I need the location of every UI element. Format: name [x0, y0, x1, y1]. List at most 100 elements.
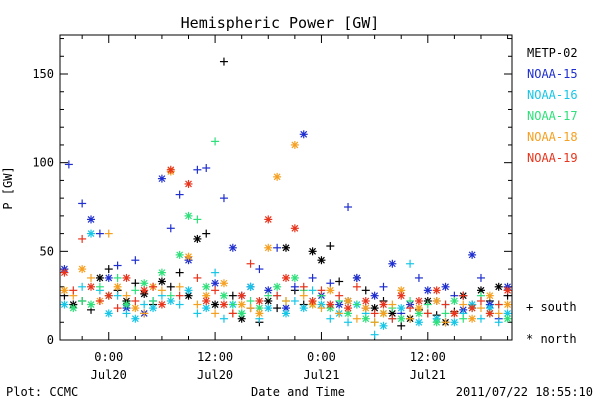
north-point-marker	[282, 304, 290, 313]
south-point-marker	[69, 286, 78, 295]
south-point-marker	[193, 273, 202, 282]
south-point-marker	[299, 291, 308, 300]
north-point-marker	[361, 314, 370, 323]
south-point-marker	[113, 291, 122, 300]
north-point-marker	[361, 304, 370, 313]
north-point-marker	[237, 291, 246, 300]
south-point-marker	[459, 314, 468, 323]
south-point-marker	[379, 282, 388, 291]
south-point-marker	[273, 291, 282, 300]
south-point-marker	[459, 291, 468, 300]
north-point-marker	[264, 243, 273, 252]
south-point-marker	[264, 291, 273, 300]
north-point-marker	[264, 215, 273, 224]
south-point-marker	[202, 163, 211, 172]
north-point-marker	[184, 286, 193, 295]
legend-entry: NOAA-16	[527, 88, 578, 102]
south-point-marker	[317, 286, 326, 295]
south-point-marker	[175, 268, 184, 277]
y-tick-label: 50	[40, 244, 54, 258]
data-points	[60, 57, 512, 339]
south-point-marker	[317, 304, 326, 313]
x-axis-label: Date and Time	[251, 385, 345, 399]
north-point-marker	[344, 304, 353, 313]
south-point-marker	[219, 57, 228, 66]
south-point-marker	[78, 199, 87, 208]
north-point-marker	[397, 314, 406, 323]
south-point-marker	[122, 291, 131, 300]
south-point-marker	[131, 286, 140, 295]
south-point-marker	[131, 296, 140, 305]
legend-entry: METP-02	[527, 46, 578, 60]
north-point-marker	[450, 296, 459, 305]
south-point-marker	[219, 194, 228, 203]
south-point-marker	[104, 265, 113, 274]
north-point-marker	[379, 309, 388, 318]
north-point-marker	[344, 296, 353, 305]
north-point-marker	[308, 296, 317, 305]
north-point-marker	[397, 291, 406, 300]
x-tick-time-label: 12:00	[410, 350, 446, 364]
north-point-marker	[157, 277, 166, 286]
south-point-marker	[335, 309, 344, 318]
north-point-marker	[317, 256, 326, 265]
x-tick-date-label: Jul20	[91, 368, 127, 382]
legend-entry: NOAA-17	[527, 109, 578, 123]
south-point-marker	[219, 314, 228, 323]
north-point-marker	[113, 282, 122, 291]
south-point-marker	[64, 160, 73, 169]
north-point-marker	[202, 291, 211, 300]
north-point-marker	[273, 282, 282, 291]
south-point-marker	[228, 291, 237, 300]
south-point-marker	[131, 256, 140, 265]
south-point-marker	[273, 243, 282, 252]
south-point-marker	[352, 314, 361, 323]
south-point-marker	[131, 279, 140, 288]
y-tick-label: 0	[47, 333, 54, 347]
y-axis: 0 50 100 150	[32, 38, 512, 347]
south-point-marker	[104, 229, 113, 238]
south-point-marker	[175, 190, 184, 199]
south-point-marker	[423, 300, 432, 309]
north-point-marker	[87, 300, 96, 309]
north-point-marker	[69, 304, 78, 313]
south-point-marker	[140, 309, 149, 318]
south-point-marker	[282, 296, 290, 305]
north-point-marker	[273, 172, 282, 181]
south-point-marker	[246, 259, 255, 268]
north-point-marker	[255, 304, 264, 313]
plot-credit: Plot: CCMC	[6, 385, 78, 399]
south-point-marker	[494, 309, 503, 318]
north-point-marker	[397, 304, 406, 313]
north-point-marker	[308, 247, 317, 256]
north-point-marker	[104, 273, 113, 282]
north-point-marker	[441, 282, 450, 291]
south-point-marker	[122, 309, 131, 318]
chart-title: Hemispheric Power [GW]	[181, 14, 380, 32]
north-point-marker	[361, 296, 370, 305]
north-point-marker	[468, 314, 477, 323]
north-point-marker	[485, 309, 494, 318]
north-point-marker	[237, 309, 246, 318]
north-point-marker	[450, 318, 459, 327]
north-point-marker	[282, 243, 290, 252]
symbol-key-north: * north	[526, 332, 577, 346]
south-point-marker	[113, 261, 122, 270]
north-point-marker	[432, 286, 441, 295]
south-point-marker	[494, 300, 503, 309]
south-point-marker	[352, 282, 361, 291]
south-point-marker	[441, 318, 450, 327]
north-point-marker	[78, 265, 87, 274]
south-point-marker	[95, 282, 104, 291]
south-point-marker	[406, 314, 415, 323]
north-point-marker	[140, 286, 149, 295]
south-point-marker	[157, 286, 166, 295]
north-point-marker	[87, 282, 96, 291]
north-point-marker	[131, 314, 140, 323]
south-point-marker	[406, 296, 415, 305]
north-point-marker	[264, 286, 273, 295]
north-point-marker	[503, 286, 512, 295]
south-point-marker	[388, 300, 397, 309]
south-point-marker	[113, 273, 122, 282]
north-point-marker	[299, 304, 308, 313]
